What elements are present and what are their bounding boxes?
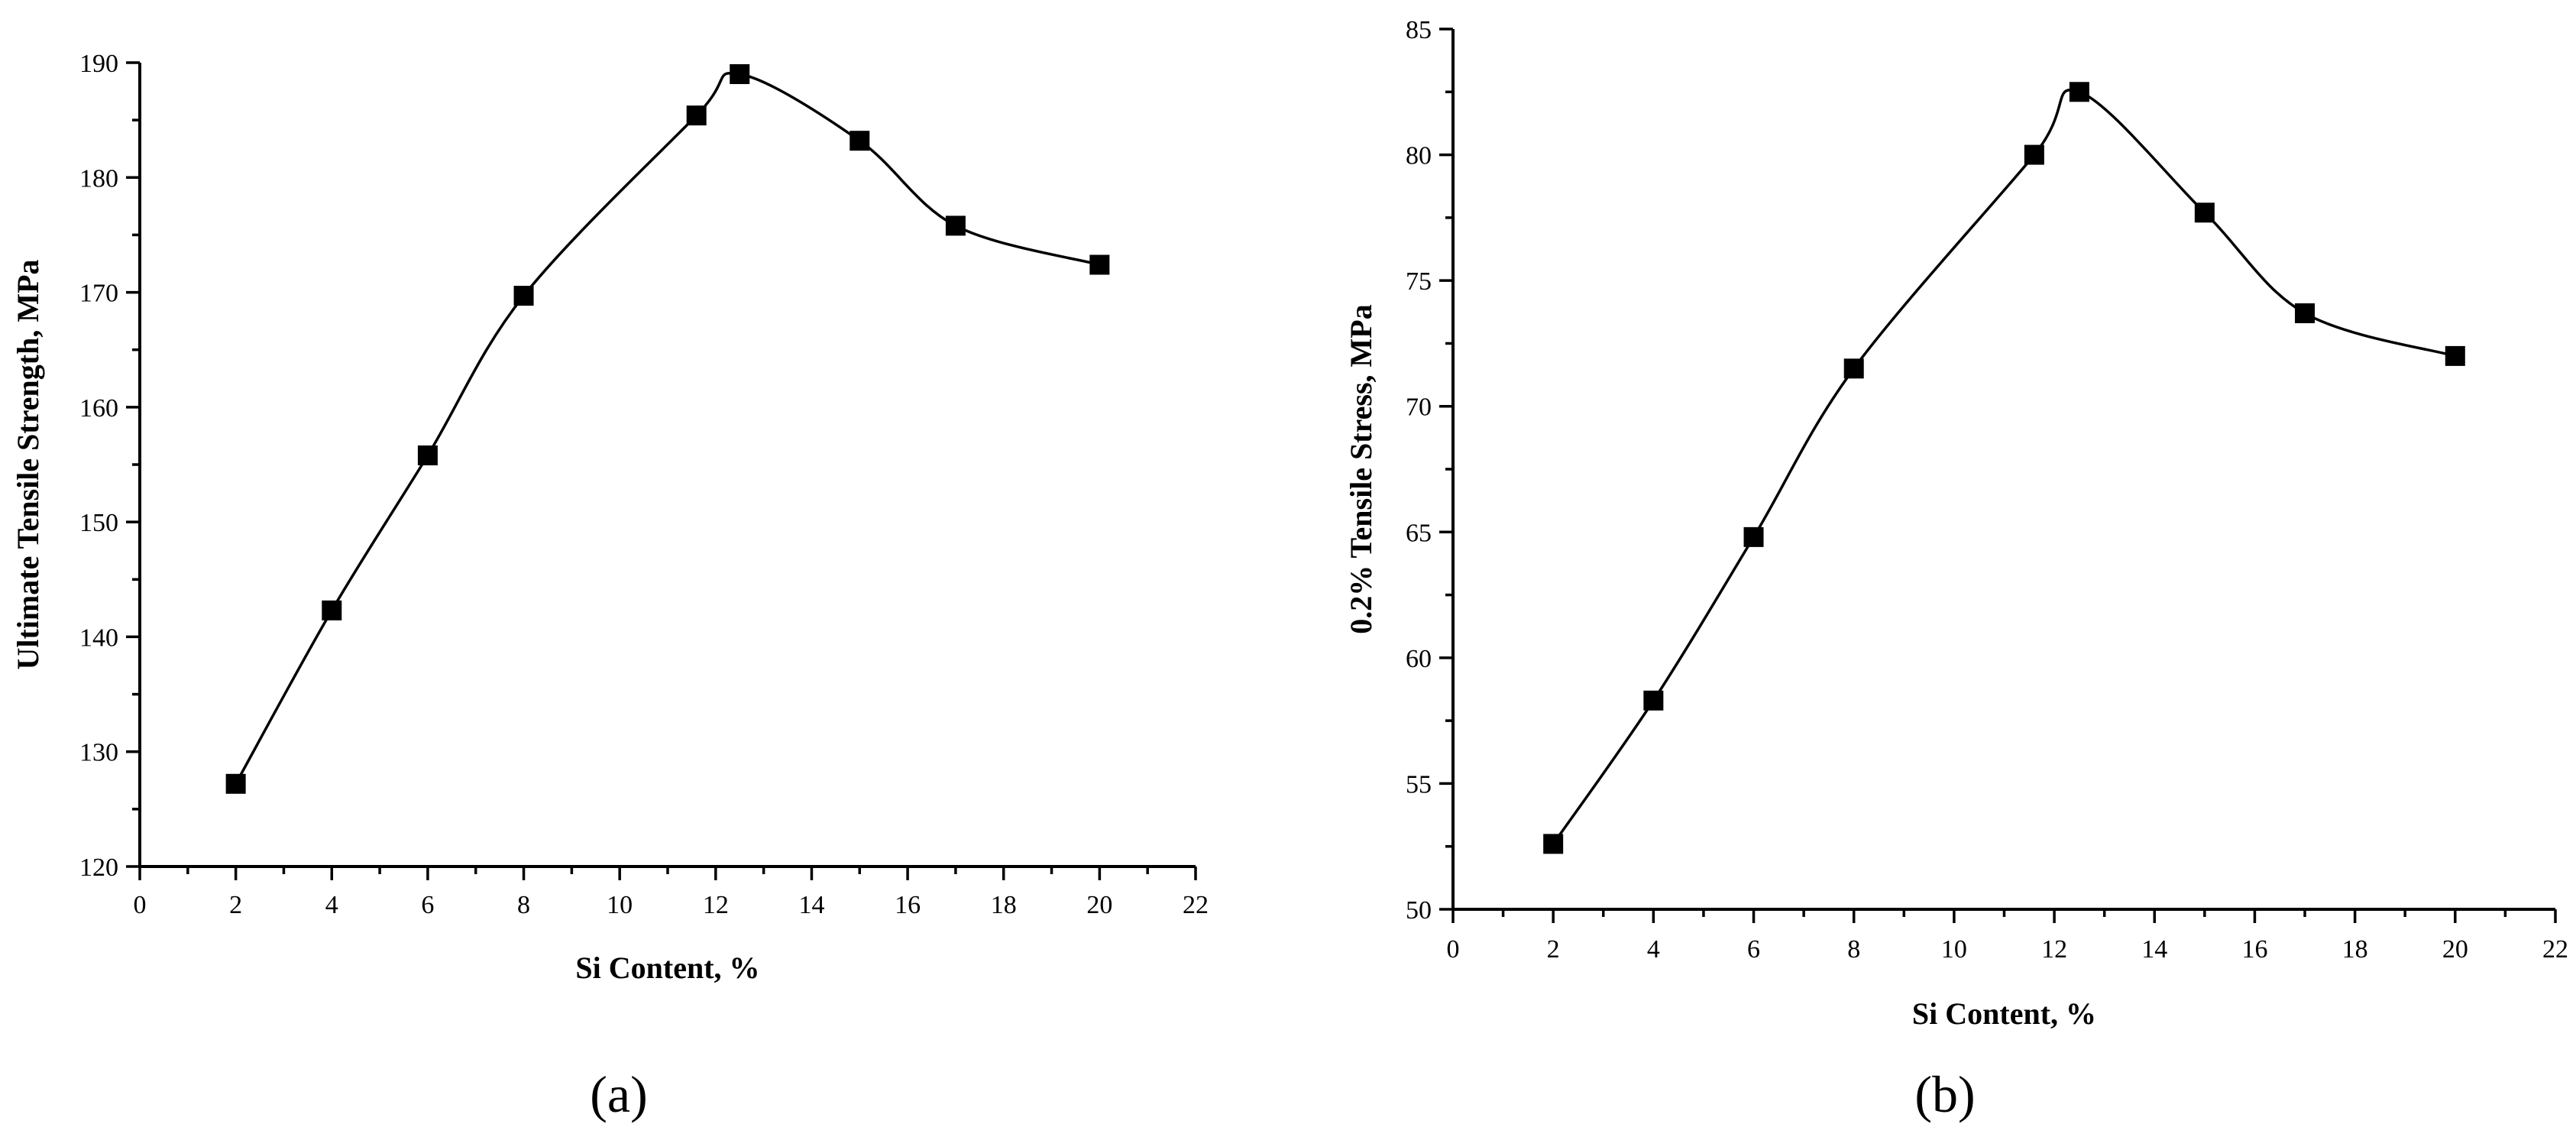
x-tick-label-b: 10 <box>1941 935 1967 964</box>
x-tick-label-a: 12 <box>703 891 729 919</box>
data-point-b <box>1643 690 1664 711</box>
y-tick-label-b: 80 <box>1406 142 1432 170</box>
data-point-a <box>513 286 534 306</box>
x-axis-title-a: Si Content, % <box>575 951 759 985</box>
x-tick-label-b: 14 <box>2141 935 2167 964</box>
y-tick-label-a: 140 <box>79 624 118 652</box>
y-tick-label-b: 70 <box>1406 394 1432 422</box>
y-tick-label-a: 120 <box>79 854 118 882</box>
chart-panel-b: (b) 0 2 4 6 8 10 12 14 16 18 20 22 50 55 60 65 70 75 80 85 S… <box>1344 16 2568 1123</box>
data-point-b <box>2069 82 2089 102</box>
data-point-b <box>2024 144 2044 165</box>
x-tick-label-a: 10 <box>607 891 633 919</box>
chart-panel-a: (a) 0 2 4 6 8 10 12 14 16 18 20 22 120 130 140 150 160 17… <box>11 50 1209 1123</box>
x-tick-label-a: 22 <box>1183 891 1209 919</box>
x-tick-label-b: 22 <box>2542 935 2568 964</box>
y-tick-label-b: 75 <box>1406 267 1432 296</box>
x-tick-label-a: 20 <box>1086 891 1112 919</box>
data-point-b <box>2445 345 2465 366</box>
data-point-a <box>225 773 246 794</box>
data-point-b <box>1543 834 1564 854</box>
data-point-b <box>2295 303 2315 323</box>
data-point-a <box>686 105 707 126</box>
y-tick-label-b: 60 <box>1406 645 1432 673</box>
x-tick-label-b: 20 <box>2442 935 2468 964</box>
x-tick-label-a: 8 <box>517 891 530 919</box>
y-tick-label-b: 50 <box>1406 896 1432 925</box>
data-point-a <box>849 131 870 151</box>
x-tick-label-a: 18 <box>991 891 1017 919</box>
data-point-a <box>322 600 342 620</box>
y-tick-label-a: 180 <box>79 164 118 193</box>
x-tick-label-b: 2 <box>1547 935 1560 964</box>
y-axis-title-b: 0.2% Tensile Stress, MPa <box>1344 304 1378 634</box>
data-point-a <box>417 445 438 465</box>
panel-label-a: (a) <box>590 1065 647 1123</box>
series-line-b <box>1552 89 2456 845</box>
y-tick-label-a: 160 <box>79 394 118 423</box>
series-line-a <box>235 71 1100 785</box>
panel-label-b: (b) <box>1914 1065 1975 1123</box>
x-tick-label-b: 6 <box>1747 935 1760 964</box>
data-point-a <box>945 215 966 236</box>
x-axis-title-b: Si Content, % <box>1912 996 2096 1031</box>
data-point-a <box>1089 254 1110 275</box>
y-tick-label-b: 55 <box>1406 770 1432 798</box>
x-tick-label-a: 0 <box>134 891 147 919</box>
x-tick-label-a: 4 <box>325 891 338 919</box>
x-tick-label-b: 18 <box>2342 935 2368 964</box>
data-point-b <box>1743 526 1764 547</box>
data-point-b <box>1843 358 1864 379</box>
x-tick-label-b: 4 <box>1647 935 1660 964</box>
x-tick-label-b: 12 <box>2041 935 2067 964</box>
x-tick-label-a: 14 <box>798 891 824 919</box>
y-tick-label-a: 170 <box>79 280 118 308</box>
x-tick-label-b: 8 <box>1847 935 1860 964</box>
x-tick-label-b: 0 <box>1447 935 1460 964</box>
y-tick-label-a: 130 <box>79 739 118 767</box>
x-tick-label-a: 6 <box>421 891 434 919</box>
y-tick-label-b: 65 <box>1406 519 1432 547</box>
y-tick-label-a: 150 <box>79 509 118 537</box>
x-tick-label-a: 2 <box>229 891 242 919</box>
data-point-b <box>2194 202 2215 223</box>
x-tick-label-a: 16 <box>895 891 921 919</box>
y-tick-label-b: 85 <box>1406 16 1432 44</box>
y-axis-title-a: Ultimate Tensile Strength, MPa <box>11 259 45 669</box>
y-tick-label-a: 190 <box>79 50 118 78</box>
data-point-a <box>730 64 750 85</box>
x-tick-label-b: 16 <box>2241 935 2267 964</box>
